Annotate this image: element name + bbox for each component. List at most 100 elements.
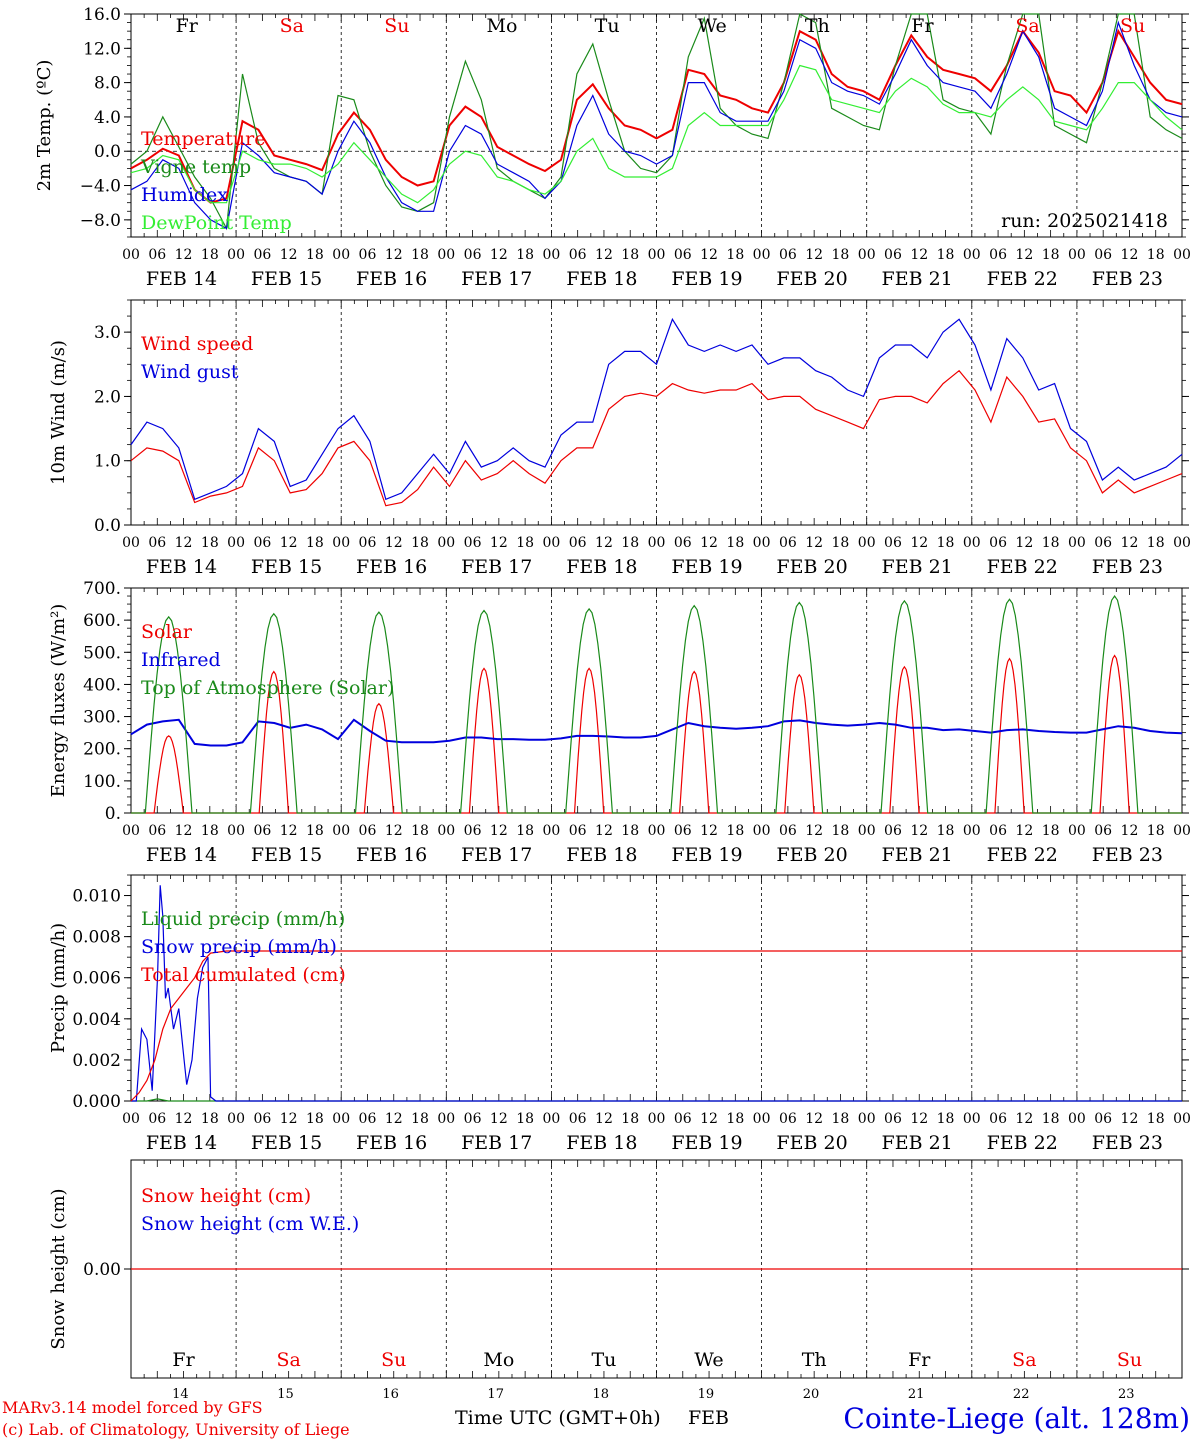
date-label: FEB 15 <box>251 268 322 290</box>
hour-label: 06 <box>1094 1111 1112 1127</box>
hour-label: 06 <box>464 823 482 839</box>
hour-label: 06 <box>464 535 482 551</box>
series-line-red <box>130 369 1183 507</box>
hour-label: 12 <box>595 1111 613 1127</box>
date-label: FEB 17 <box>461 556 532 578</box>
hour-label: 12 <box>280 1111 298 1127</box>
weekday-label: Th <box>802 1349 827 1371</box>
y-tick-label: 3.0 <box>94 323 121 343</box>
date-label: FEB 23 <box>1092 268 1163 290</box>
y-axis-label: Energy fluxes (W/m²) <box>48 604 69 798</box>
hour-label: 18 <box>1042 535 1060 551</box>
hour-label: 00 <box>1173 535 1191 551</box>
date-label: FEB 20 <box>776 268 847 290</box>
hour-label: 12 <box>175 247 193 263</box>
date-label: FEB 18 <box>566 1132 637 1154</box>
hour-label: 18 <box>726 1111 744 1127</box>
hour-label: 18 <box>411 247 429 263</box>
hour-label: 06 <box>253 535 271 551</box>
hour-label: 12 <box>1015 823 1033 839</box>
hour-label: 00 <box>753 823 771 839</box>
hour-label: 06 <box>464 1111 482 1127</box>
date-label: FEB 17 <box>461 844 532 866</box>
date-label: FEB 18 <box>566 844 637 866</box>
hour-label: 06 <box>989 247 1007 263</box>
day-number-label: 21 <box>908 1387 925 1402</box>
y-tick-label: 400. <box>83 675 121 695</box>
hour-label: 06 <box>884 535 902 551</box>
hour-label: 18 <box>726 823 744 839</box>
hour-label: 18 <box>306 535 324 551</box>
hour-label: 06 <box>884 823 902 839</box>
hour-label: 00 <box>1068 247 1086 263</box>
hour-label: 00 <box>648 823 666 839</box>
y-tick-label: 200. <box>83 740 121 760</box>
series-line-red <box>130 950 1182 1102</box>
y-tick-label: 8.0 <box>94 74 121 94</box>
hour-label: 12 <box>910 1111 928 1127</box>
hour-label: 06 <box>884 247 902 263</box>
hour-label: 18 <box>1147 823 1165 839</box>
hour-label: 12 <box>1015 535 1033 551</box>
y-tick-label: 0.000 <box>72 1092 121 1112</box>
date-label: FEB 18 <box>566 268 637 290</box>
hour-label: 12 <box>910 823 928 839</box>
day-number-label: 23 <box>1118 1387 1135 1402</box>
hour-label: 12 <box>1015 1111 1033 1127</box>
hour-label: 00 <box>437 247 455 263</box>
hour-label: 12 <box>595 823 613 839</box>
hour-label: 06 <box>253 1111 271 1127</box>
date-label: FEB 20 <box>776 1132 847 1154</box>
hour-label: 18 <box>1147 535 1165 551</box>
weekday-label: Fr <box>172 1349 195 1371</box>
legend-entry: Vigne temp <box>140 156 251 178</box>
hour-label: 18 <box>832 823 850 839</box>
hour-label: 12 <box>1121 1111 1139 1127</box>
hour-label: 12 <box>1015 247 1033 263</box>
date-label: FEB 14 <box>146 1132 217 1154</box>
hour-label: 06 <box>359 247 377 263</box>
hour-label: 06 <box>253 247 271 263</box>
hour-label: 12 <box>175 1111 193 1127</box>
hour-label: 18 <box>411 823 429 839</box>
y-tick-label: 0. <box>105 804 121 824</box>
hour-label: 00 <box>1068 823 1086 839</box>
legend-entry: Liquid precip (mm/h) <box>141 908 345 930</box>
hour-label: 12 <box>280 823 298 839</box>
hour-label: 00 <box>437 1111 455 1127</box>
hour-label: 06 <box>569 247 587 263</box>
hour-label: 18 <box>726 247 744 263</box>
hour-label: 18 <box>201 823 219 839</box>
y-tick-label: 16.0 <box>83 5 121 25</box>
date-label: FEB 19 <box>671 268 742 290</box>
run-annotation: run: 2025021418 <box>1001 210 1168 232</box>
hour-label: 00 <box>542 823 560 839</box>
legend-entry: Snow height (cm W.E.) <box>141 1213 359 1235</box>
hour-label: 00 <box>1068 535 1086 551</box>
date-label: FEB 20 <box>776 556 847 578</box>
hour-label: 12 <box>700 535 718 551</box>
weekday-label: Su <box>1117 1349 1142 1371</box>
hour-label: 12 <box>700 823 718 839</box>
hour-label: 00 <box>753 1111 771 1127</box>
plot-frame <box>130 299 1183 526</box>
hour-label: 18 <box>201 247 219 263</box>
hour-label: 18 <box>201 535 219 551</box>
hour-label: 18 <box>1147 1111 1165 1127</box>
date-label: FEB 21 <box>882 556 953 578</box>
weekday-label: Th <box>805 15 830 37</box>
panel-4: 0.00 Snow height (cm) Snow height (cm) Snow… <box>48 1159 1189 1402</box>
hour-label: 06 <box>253 823 271 839</box>
hour-label: 18 <box>621 535 639 551</box>
hour-label: 06 <box>674 247 692 263</box>
y-tick-label: 600. <box>83 611 121 631</box>
hour-label: 12 <box>490 823 508 839</box>
hour-label: 18 <box>937 823 955 839</box>
hour-label: 06 <box>569 823 587 839</box>
hour-label: 06 <box>359 823 377 839</box>
date-label: FEB 21 <box>882 1132 953 1154</box>
date-label: FEB 14 <box>146 844 217 866</box>
date-label: FEB 18 <box>566 556 637 578</box>
series-line-blue <box>130 20 1183 230</box>
y-axis-label: Snow height (cm) <box>48 1188 69 1349</box>
